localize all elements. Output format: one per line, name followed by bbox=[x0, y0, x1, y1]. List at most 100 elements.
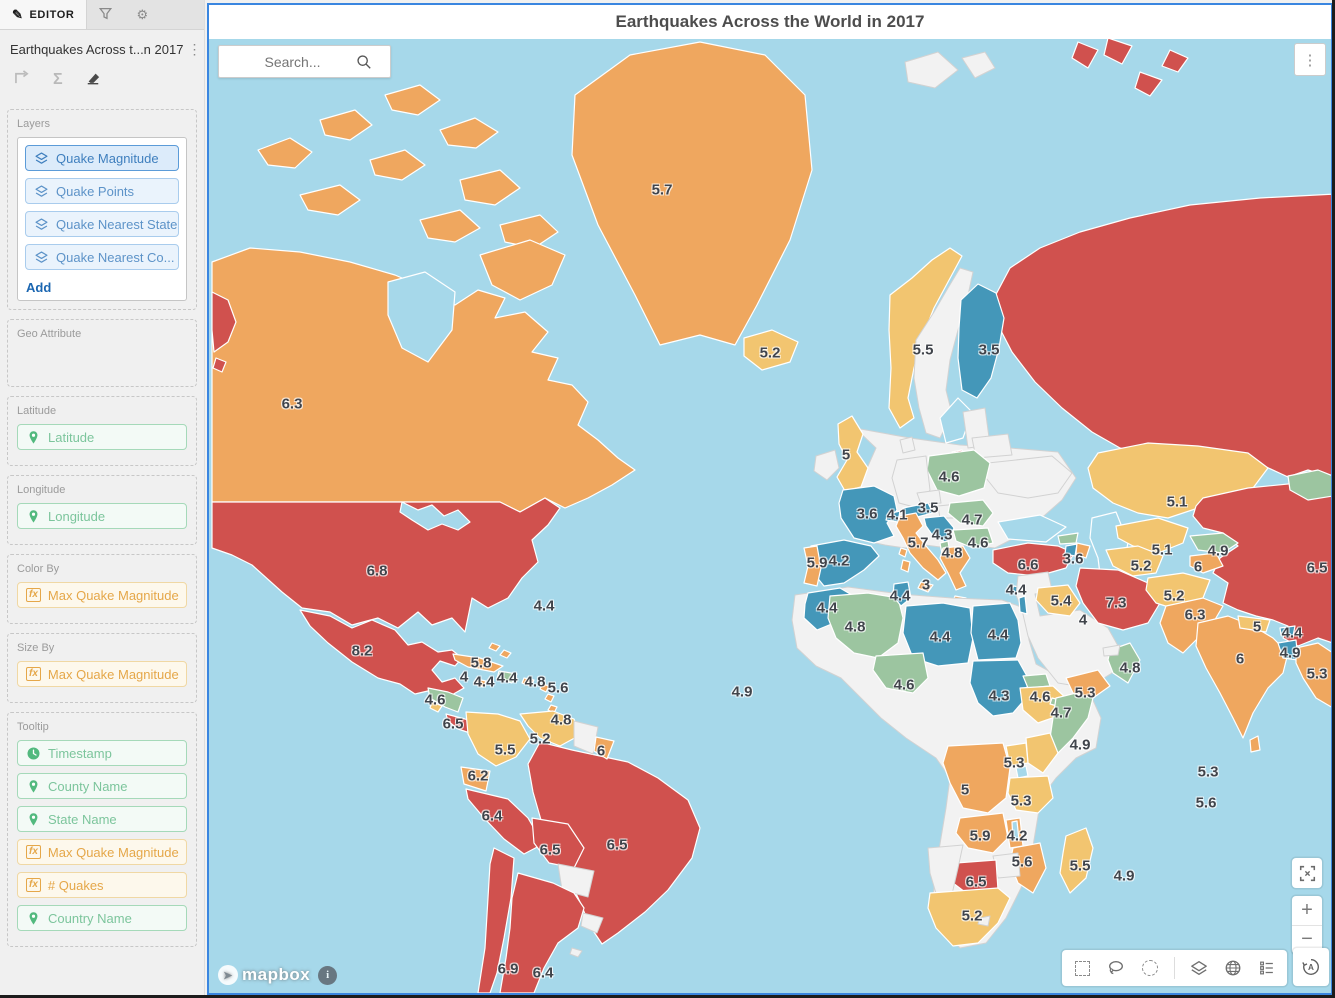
country-shape[interactable] bbox=[872, 652, 929, 694]
color-by-field[interactable]: fx Max Quake Magnitude bbox=[17, 582, 187, 608]
country-shape[interactable] bbox=[477, 847, 515, 993]
country-shape[interactable] bbox=[899, 436, 916, 454]
tab-editor[interactable]: ✎ EDITOR bbox=[0, 0, 88, 29]
country-shape[interactable] bbox=[904, 51, 959, 89]
country-shape[interactable] bbox=[942, 742, 1011, 814]
country-shape[interactable] bbox=[1103, 39, 1133, 65]
layer-item[interactable]: Quake Nearest Co... bbox=[25, 244, 179, 270]
country-shape[interactable] bbox=[488, 642, 501, 652]
country-shape[interactable] bbox=[1105, 545, 1164, 577]
country-shape[interactable] bbox=[419, 209, 481, 243]
tab-settings[interactable]: ⚙ bbox=[124, 0, 160, 29]
country-shape[interactable] bbox=[299, 609, 465, 697]
country-shape[interactable] bbox=[212, 357, 227, 373]
country-shape[interactable] bbox=[211, 291, 237, 353]
country-shape[interactable] bbox=[969, 659, 1029, 717]
box-select-icon[interactable] bbox=[1072, 958, 1092, 978]
tooltip-field[interactable]: Timestamp bbox=[17, 740, 187, 766]
country-shape[interactable] bbox=[1249, 735, 1261, 753]
country-shape[interactable] bbox=[573, 720, 599, 755]
country-shape[interactable] bbox=[892, 581, 912, 607]
layers-icon[interactable] bbox=[1189, 958, 1209, 978]
legend-icon[interactable] bbox=[1257, 958, 1277, 978]
country-shape[interactable] bbox=[1035, 584, 1081, 617]
country-shape[interactable] bbox=[257, 137, 313, 169]
country-shape[interactable] bbox=[803, 545, 822, 587]
country-shape[interactable] bbox=[1189, 552, 1224, 574]
country-shape[interactable] bbox=[913, 267, 974, 439]
country-shape[interactable] bbox=[479, 239, 566, 301]
country-shape[interactable] bbox=[459, 169, 521, 206]
country-shape[interactable] bbox=[827, 592, 904, 659]
mapbox-logo[interactable]: ➤ mapbox bbox=[218, 965, 310, 985]
country-shape[interactable] bbox=[569, 947, 583, 958]
country-shape[interactable] bbox=[499, 214, 559, 249]
country-shape[interactable] bbox=[439, 117, 499, 149]
country-shape[interactable] bbox=[1005, 742, 1029, 767]
corner-arrow-icon[interactable] bbox=[14, 70, 31, 90]
country-shape[interactable] bbox=[1102, 644, 1121, 657]
globe-icon[interactable] bbox=[1223, 958, 1243, 978]
country-shape[interactable] bbox=[460, 766, 491, 792]
country-shape[interactable] bbox=[1189, 532, 1239, 554]
country-shape[interactable] bbox=[571, 41, 813, 346]
country-shape[interactable] bbox=[1018, 595, 1028, 615]
country-shape[interactable] bbox=[593, 736, 615, 760]
country-shape[interactable] bbox=[319, 109, 373, 141]
country-shape[interactable] bbox=[957, 283, 1005, 399]
map-canvas[interactable]: 6.3 5.7 5.2 6.8 4.4 8.2 5.8 4 4.4 4.4 4.8 5.6 4.6 6.5… bbox=[209, 39, 1331, 993]
latitude-field[interactable]: Latitude bbox=[17, 424, 187, 450]
country-shape[interactable] bbox=[496, 670, 518, 684]
country-shape[interactable] bbox=[813, 449, 840, 481]
tooltip-field[interactable]: State Name bbox=[17, 806, 187, 832]
map-menu-kebab-icon[interactable]: ⋮ bbox=[1294, 43, 1326, 76]
country-shape[interactable] bbox=[384, 84, 441, 116]
fullscreen-button[interactable] bbox=[1292, 858, 1322, 888]
longitude-field[interactable]: Longitude bbox=[17, 503, 187, 529]
country-shape[interactable] bbox=[499, 872, 585, 993]
country-shape[interactable] bbox=[465, 788, 544, 855]
country-shape[interactable] bbox=[939, 545, 971, 591]
country-shape[interactable] bbox=[1134, 71, 1163, 97]
country-shape[interactable] bbox=[1071, 41, 1099, 69]
search-input[interactable] bbox=[237, 53, 348, 70]
country-shape[interactable] bbox=[952, 527, 994, 549]
vis-menu-kebab-icon[interactable]: ⋮ bbox=[187, 41, 202, 57]
country-shape[interactable] bbox=[544, 693, 555, 703]
layer-item[interactable]: Quake Nearest State bbox=[25, 211, 179, 237]
country-shape[interactable] bbox=[917, 581, 934, 593]
country-shape[interactable] bbox=[580, 912, 604, 934]
label-rotate-button[interactable]: A bbox=[1293, 948, 1329, 986]
country-shape[interactable] bbox=[1064, 543, 1078, 557]
country-shape[interactable] bbox=[521, 677, 535, 687]
country-shape[interactable] bbox=[898, 547, 908, 558]
country-shape[interactable] bbox=[452, 653, 504, 673]
attribution-info-button[interactable]: i bbox=[318, 965, 338, 985]
country-shape[interactable] bbox=[1115, 517, 1189, 554]
country-shape[interactable] bbox=[900, 559, 911, 573]
tooltip-field[interactable]: Country Name bbox=[17, 905, 187, 931]
country-shape[interactable] bbox=[473, 678, 487, 688]
circle-select-icon[interactable] bbox=[1140, 958, 1160, 978]
country-shape[interactable] bbox=[743, 329, 799, 371]
country-shape[interactable] bbox=[927, 887, 1011, 947]
layer-item[interactable]: Quake Magnitude bbox=[25, 145, 179, 171]
country-shape[interactable] bbox=[211, 497, 561, 633]
country-shape[interactable] bbox=[992, 193, 1331, 478]
country-shape[interactable] bbox=[1075, 542, 1091, 559]
country-shape[interactable] bbox=[961, 51, 996, 79]
country-shape[interactable] bbox=[955, 812, 1009, 854]
tooltip-field[interactable]: County Name bbox=[17, 773, 187, 799]
sigma-icon[interactable]: Σ bbox=[53, 71, 63, 88]
country-shape[interactable] bbox=[1237, 615, 1271, 633]
country-shape[interactable] bbox=[985, 455, 1073, 499]
zoom-out-button[interactable]: − bbox=[1301, 928, 1313, 951]
country-shape[interactable] bbox=[1279, 625, 1296, 637]
country-shape[interactable] bbox=[1192, 482, 1331, 647]
map-search[interactable] bbox=[218, 45, 391, 78]
country-shape[interactable] bbox=[427, 687, 464, 713]
country-shape[interactable] bbox=[926, 449, 991, 497]
country-shape[interactable] bbox=[1161, 49, 1189, 73]
country-shape[interactable] bbox=[557, 863, 595, 898]
layer-item[interactable]: Quake Points bbox=[25, 178, 179, 204]
